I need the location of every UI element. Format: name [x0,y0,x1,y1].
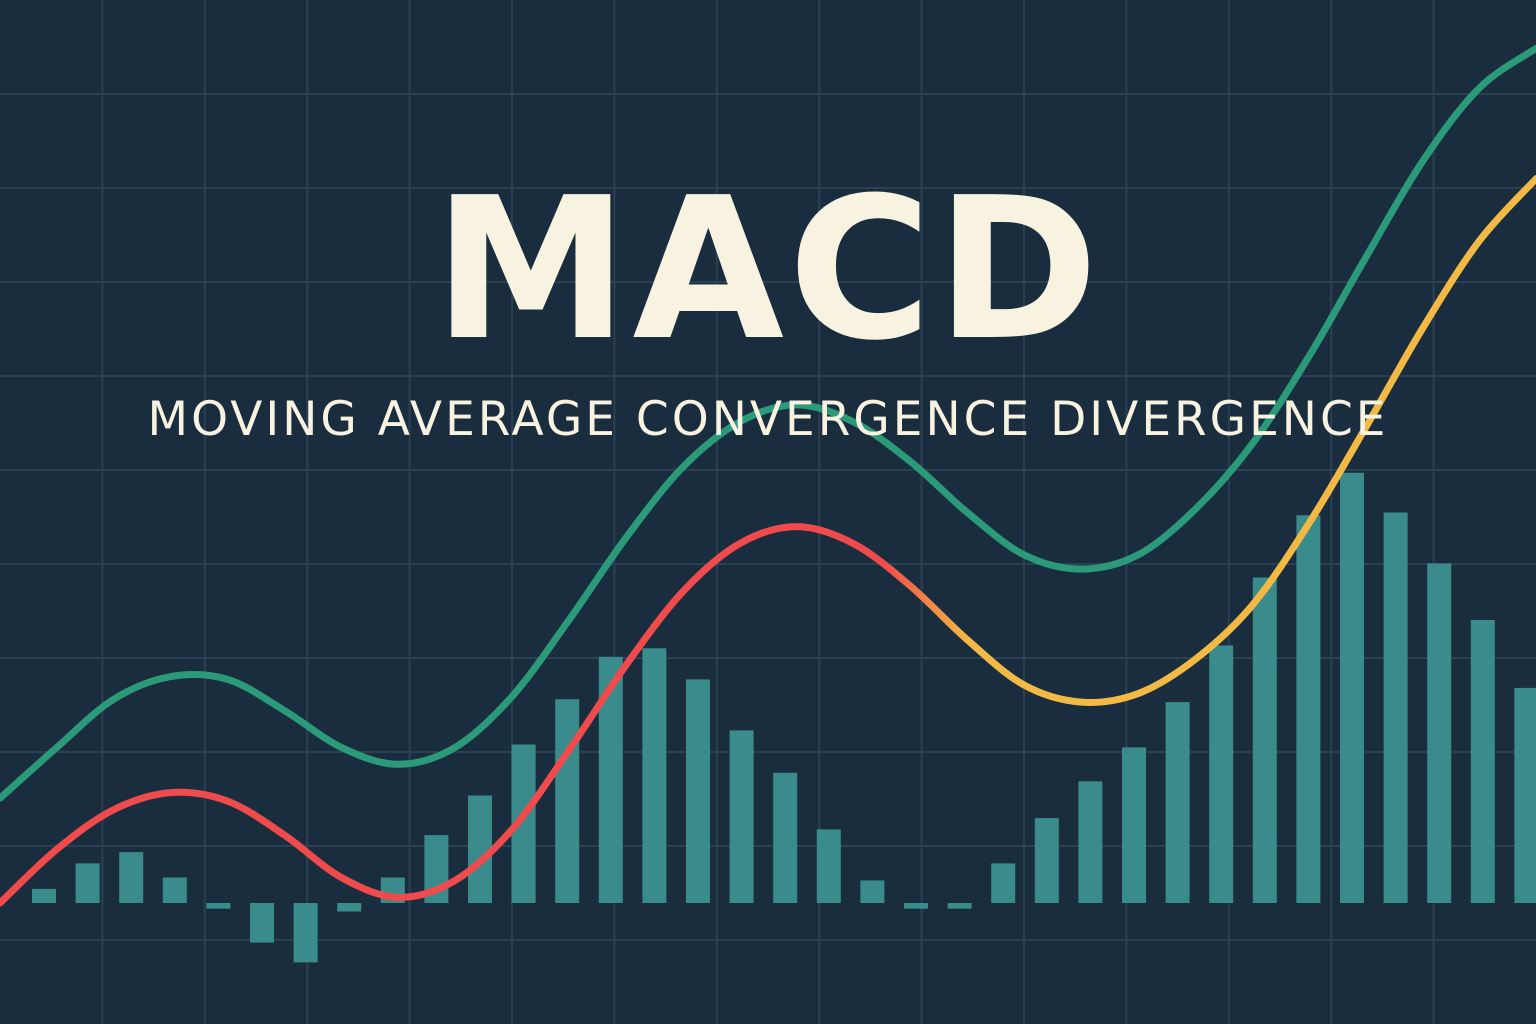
histogram-bar [250,903,274,943]
chart-title: MACD [433,156,1103,384]
histogram-bar [1122,747,1146,903]
histogram-bar [1296,515,1321,903]
macd-line [0,44,1536,802]
histogram-bar [947,903,972,909]
histogram-bar [162,877,187,903]
histogram-bar [468,795,492,903]
histogram-bar [1165,702,1190,903]
histogram-bar [1514,687,1536,903]
histogram-bar [816,829,841,903]
indicator-lines [0,44,1536,907]
histogram-bar [1034,818,1059,903]
histogram-bar [555,699,580,903]
histogram-bar [860,880,885,903]
histogram-bar [1340,472,1364,903]
histogram-bar [32,888,56,903]
histogram-bar [1427,563,1452,903]
chart-subtitle: MOVING AVERAGE CONVERGENCE DIVERGENCE [147,392,1389,447]
histogram-bar [773,772,798,903]
histogram-bar [1470,620,1495,903]
histogram-bar [991,863,1016,903]
histogram-bar [904,903,928,909]
histogram-bar [1209,645,1234,903]
histogram-bar [686,679,710,903]
histogram-bar [1252,577,1277,903]
histogram-bar [206,903,231,909]
histogram-bar [729,730,754,903]
histogram-bar [337,903,362,912]
signal-line [0,175,1536,907]
histogram-bar [642,648,667,903]
histogram-bar [1078,781,1103,903]
histogram-bar [511,744,536,903]
histogram-bar [293,903,318,963]
histogram [32,472,1536,963]
histogram-bar [1383,512,1408,903]
histogram-bar [119,852,144,903]
histogram-bar [75,863,100,903]
